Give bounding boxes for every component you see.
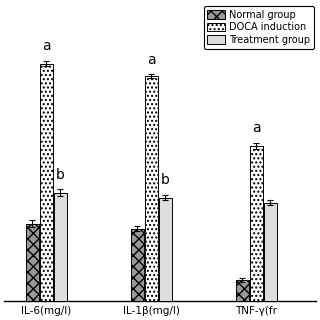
Legend: Normal group, DOCA induction, Treatment group: Normal group, DOCA induction, Treatment … [204,6,314,49]
Bar [26,224,39,301]
Text: a: a [42,39,51,53]
Bar [159,198,172,301]
Bar [250,146,263,301]
Text: b: b [56,168,65,182]
Bar [131,229,144,301]
Bar [145,76,158,301]
Bar [40,64,53,301]
Bar [236,280,249,301]
Bar [264,203,277,301]
Text: a: a [147,52,156,67]
Bar [53,193,67,301]
Text: a: a [252,121,260,135]
Text: b: b [161,173,170,188]
